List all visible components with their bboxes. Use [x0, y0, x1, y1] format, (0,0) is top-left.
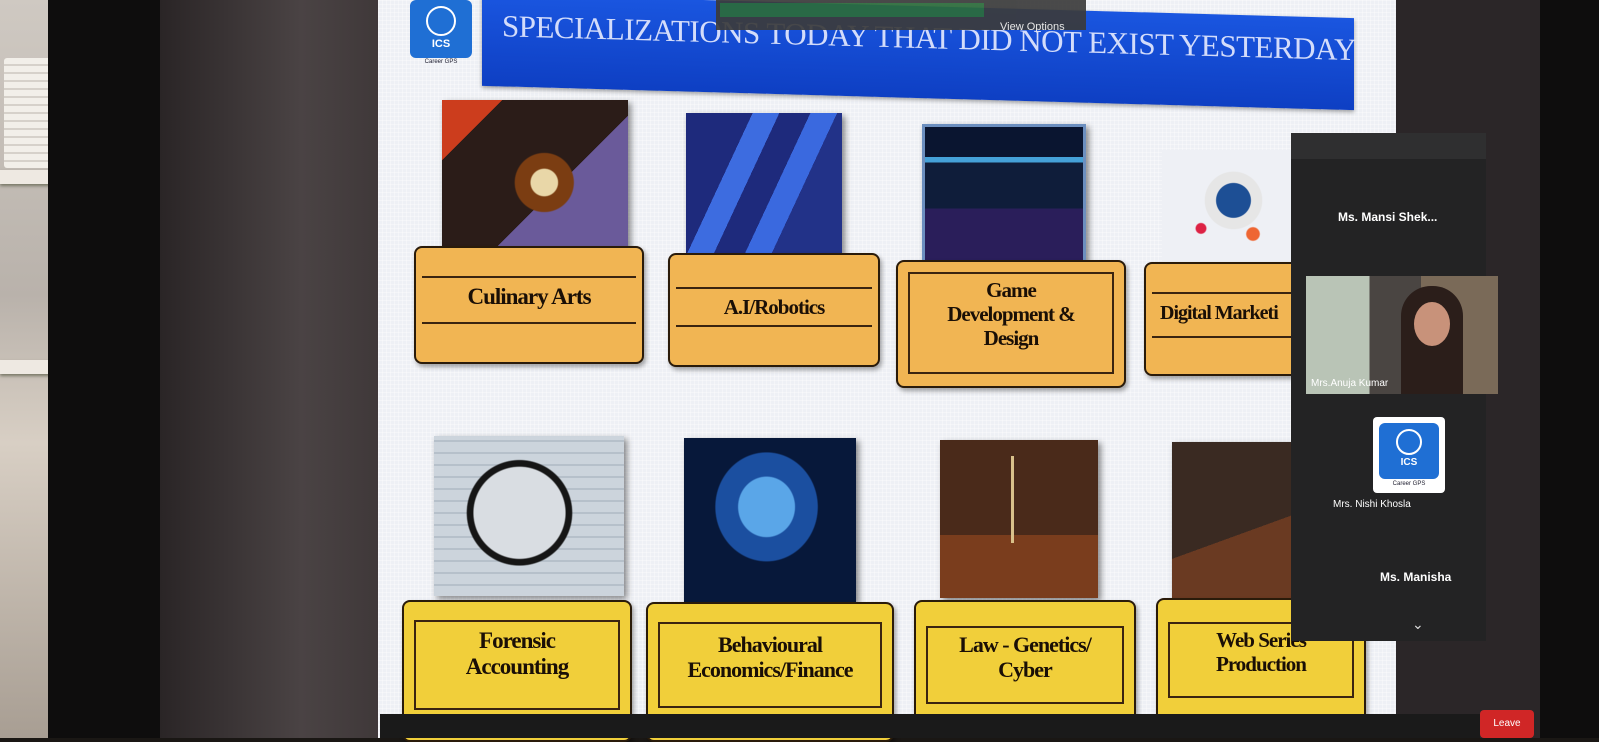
screen-glare [160, 0, 395, 738]
digital-marketing-card: Digital Marketi [1144, 262, 1308, 376]
culinary-image [442, 100, 628, 250]
panel-toolbar[interactable] [1291, 133, 1486, 159]
logo-ring-icon [426, 6, 456, 36]
game-development-label: Game Development & Design [947, 278, 1076, 351]
participant-name: Ms. Manisha [1380, 570, 1452, 584]
participant-video[interactable] [1306, 276, 1498, 394]
ics-logo: ICS [410, 0, 472, 58]
forensic-accounting-label: Forensic Accounting [465, 628, 569, 680]
label-frame [658, 622, 882, 708]
meeting-toolbar [380, 714, 1480, 738]
behavioural-economics-label: Behavioural Economics/Finance [687, 632, 853, 683]
tile-logo-text: ICS [1400, 457, 1418, 468]
leave-button[interactable]: Leave [1480, 710, 1534, 738]
scales-of-justice-image [940, 440, 1098, 598]
view-options-button[interactable]: View Options [1000, 21, 1065, 33]
logo-ring-icon [1396, 429, 1422, 455]
divider [676, 325, 872, 327]
logo-text: ICS [431, 38, 451, 50]
ai-robotics-label: A.I/Robotics [723, 295, 826, 319]
digital-marketing-image [1162, 150, 1292, 262]
participant-avatar-logo: ICS Career GPS [1373, 417, 1445, 493]
digital-marketing-label: Digital Marketi [1160, 302, 1279, 324]
participant-name: Ms. Mansi Shek... [1338, 210, 1438, 224]
culinary-arts-label: Culinary Arts [467, 284, 591, 309]
game-development-card: Game Development & Design [896, 260, 1126, 388]
ics-logo-icon: ICS [1379, 423, 1439, 479]
participant-name: Mrs. Nishi Khosla [1333, 499, 1411, 510]
game-image [922, 124, 1086, 266]
law-genetics-cyber-card: Law - Genetics/ Cyber [914, 600, 1136, 730]
label-frame [926, 626, 1124, 704]
participant-name: Mrs.Anuja Kumar [1311, 378, 1389, 389]
logo-caption: Career GPS [424, 59, 458, 65]
divider [676, 287, 872, 289]
brain-image [684, 438, 856, 602]
law-genetics-cyber-label: Law - Genetics/ Cyber [959, 632, 1092, 683]
ai-robotics-card: A.I/Robotics [668, 253, 880, 367]
ai-image [686, 113, 842, 255]
audit-magnifier-image [434, 436, 624, 596]
label-frame [414, 620, 620, 710]
label-frame [908, 272, 1114, 374]
divider [422, 322, 636, 324]
culinary-arts-card: Culinary Arts [414, 246, 644, 364]
label-frame [1168, 622, 1354, 698]
chevron-down-icon[interactable]: ⌄ [1412, 616, 1424, 632]
participant-face [1414, 302, 1450, 346]
divider [1152, 336, 1300, 338]
share-indicator [720, 3, 984, 17]
screen-share-bar[interactable] [716, 0, 1086, 30]
divider [1152, 292, 1300, 294]
divider [422, 276, 636, 278]
tile-logo-caption: Career GPS [1392, 481, 1426, 487]
